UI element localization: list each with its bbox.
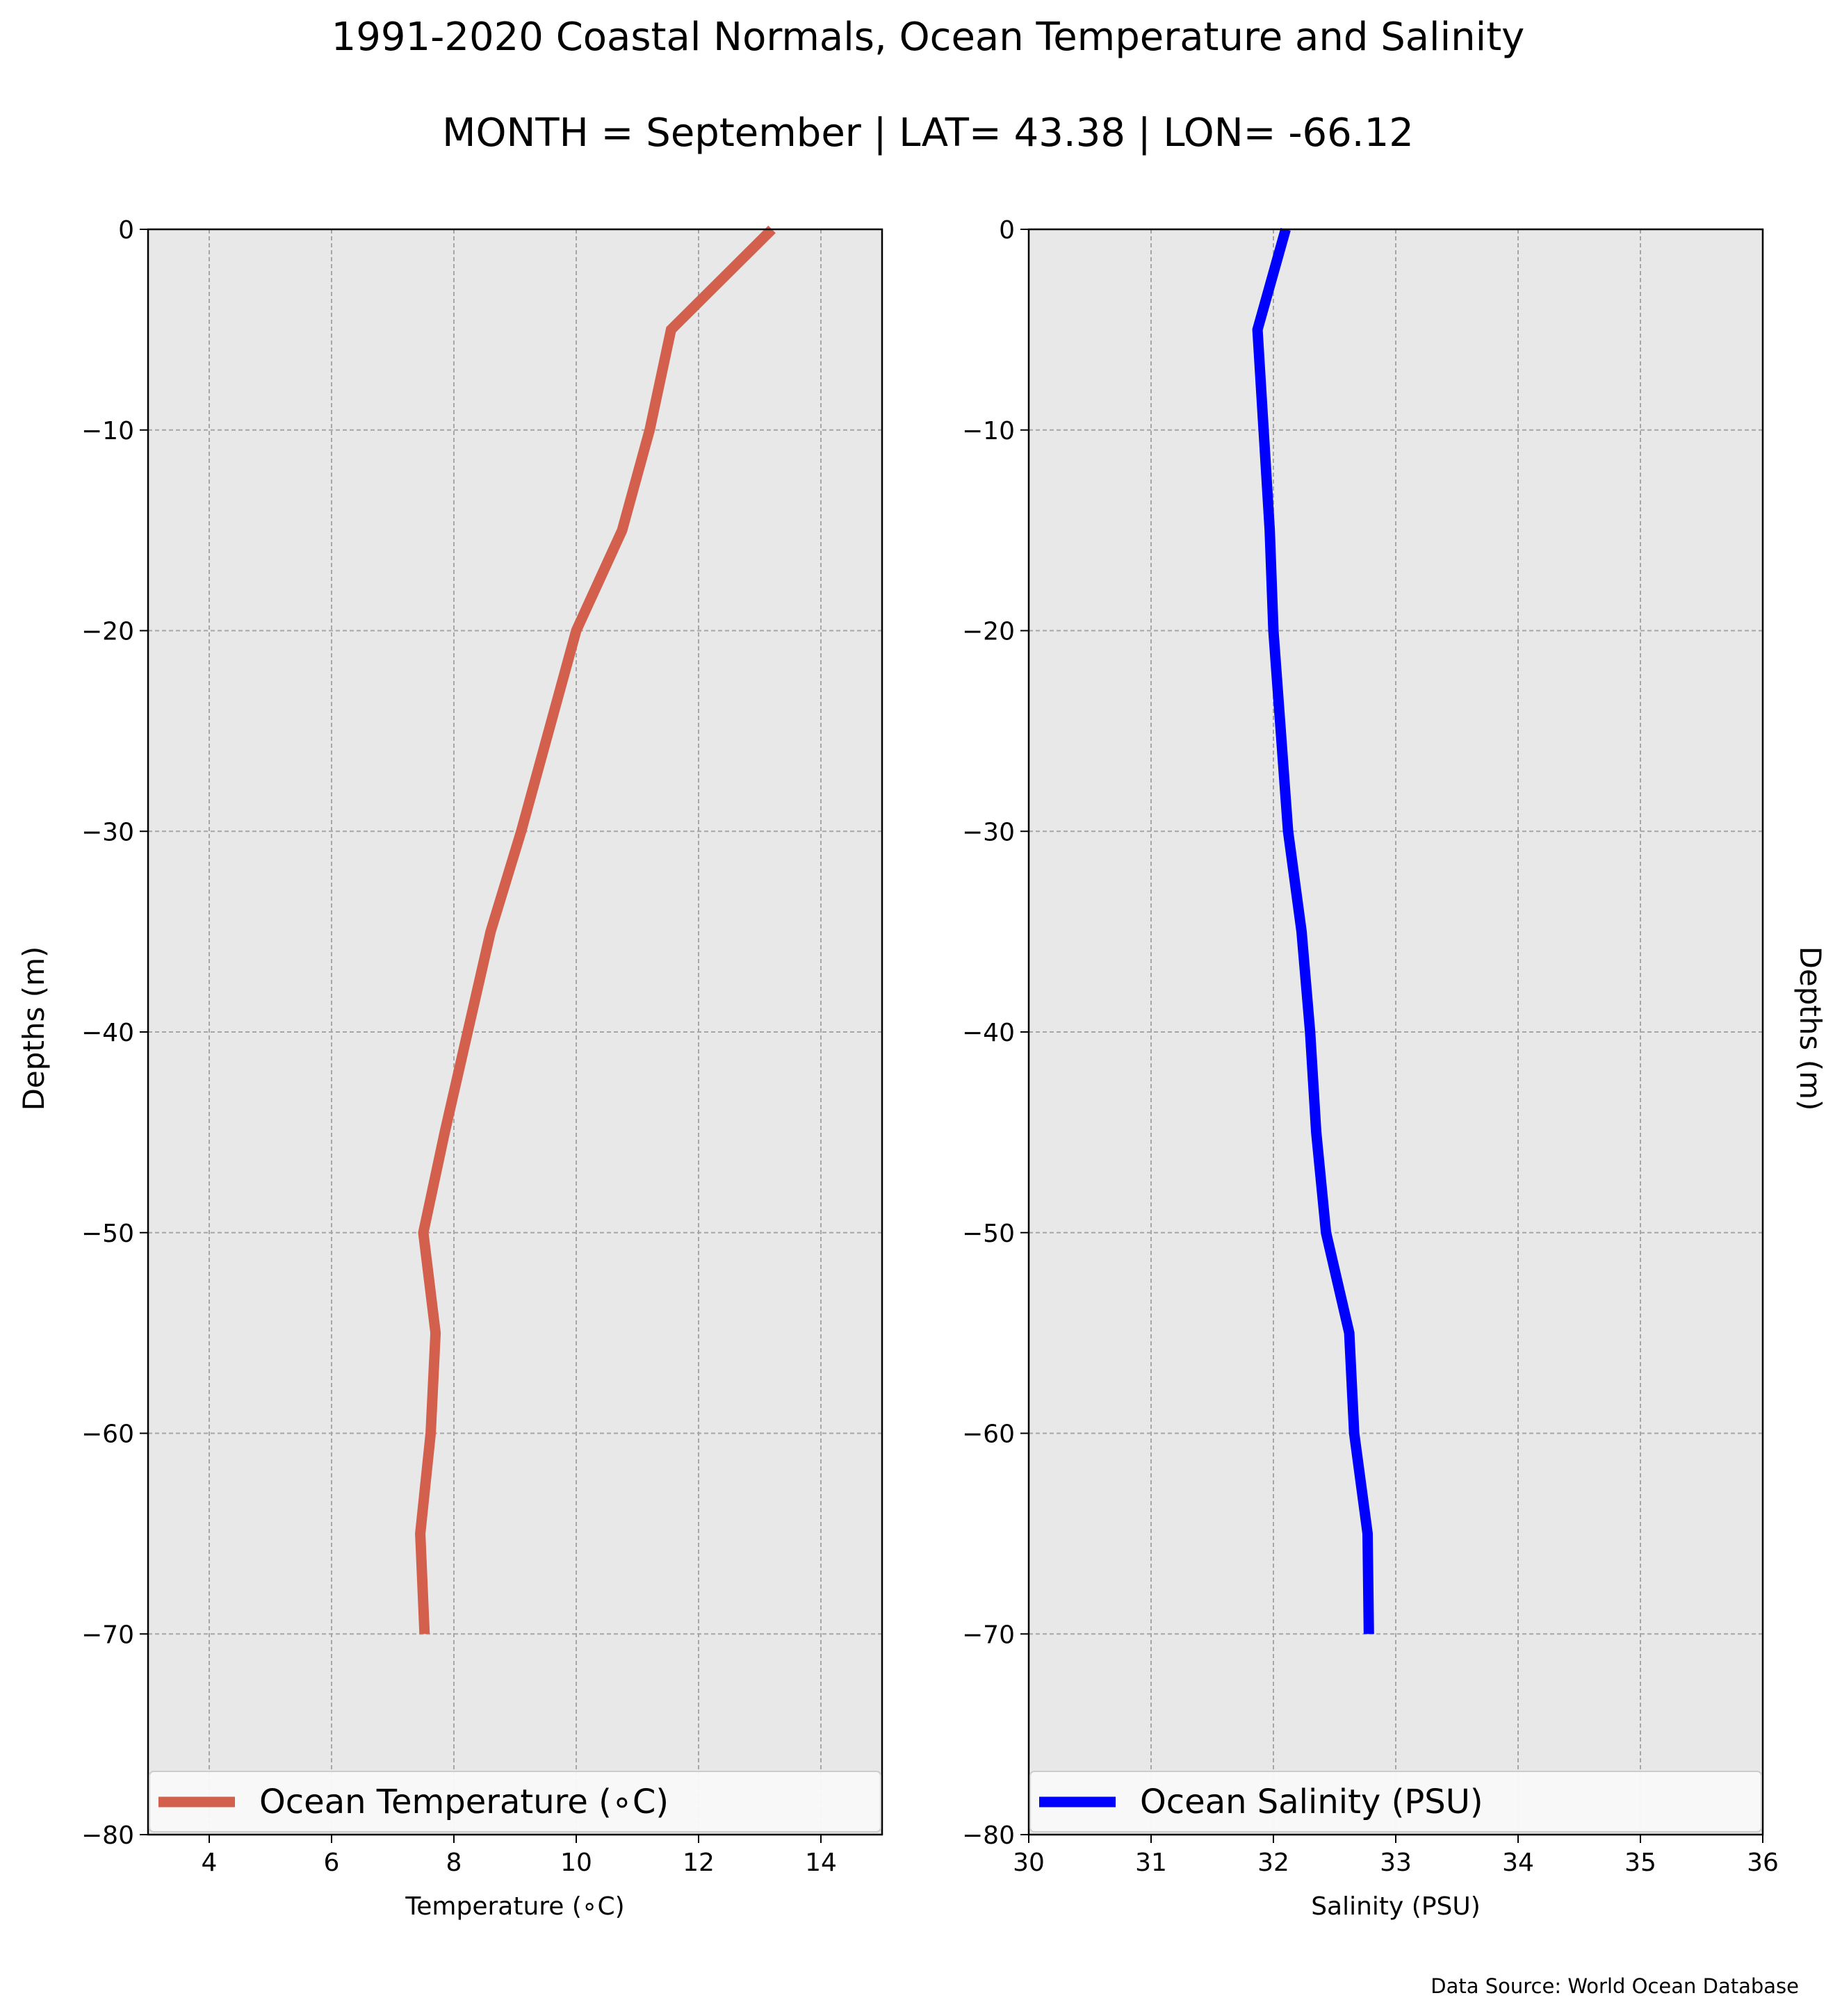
temperature-y-tick-label: −50 [81, 1220, 134, 1248]
salinity-y-tick-label: −10 [962, 417, 1015, 445]
temperature-y-tick-label: −70 [81, 1621, 134, 1649]
salinity-y-tick-label: −20 [962, 618, 1015, 646]
temperature-legend: Ocean Temperature (∘C) [149, 1771, 881, 1833]
chart-subtitle: MONTH = September | LAT= 43.38 | LON= -6… [442, 110, 1414, 156]
salinity-x-tick-label: 33 [1380, 1849, 1412, 1877]
temperature-x-tick-label: 4 [202, 1849, 218, 1877]
salinity-legend: Ocean Salinity (PSU) [1029, 1771, 1762, 1833]
temperature-xlabel: Temperature (∘C) [405, 1892, 624, 1921]
temperature-y-tick-label: −40 [81, 1019, 134, 1047]
temperature-x-tick-label: 10 [560, 1849, 592, 1877]
salinity-x-tick-label: 31 [1135, 1849, 1167, 1877]
salinity-x-tick-label: 34 [1502, 1849, 1534, 1877]
temperature-legend-box [149, 1771, 881, 1833]
data-source-note: Data Source: World Ocean Database [1431, 1974, 1799, 1998]
salinity-y-tick-label: −30 [962, 818, 1015, 846]
temperature-y-tick-label: −60 [81, 1420, 134, 1449]
salinity-ylabel: Depths (m) [1793, 946, 1827, 1111]
temperature-x-tick-label: 6 [324, 1849, 340, 1877]
salinity-y-tick-label: 0 [999, 216, 1015, 245]
temperature-y-tick-label: −30 [81, 818, 134, 846]
temperature-y-tick-label: −10 [81, 417, 134, 445]
salinity-y-tick-label: −60 [962, 1420, 1015, 1449]
salinity-x-tick-label: 32 [1257, 1849, 1289, 1877]
temperature-ylabel: Depths (m) [17, 946, 51, 1111]
temperature-y-tick-label: 0 [118, 216, 134, 245]
temperature-x-tick-label: 12 [683, 1849, 715, 1877]
salinity-y-tick-label: −40 [962, 1019, 1015, 1047]
temperature-plot-area [148, 229, 882, 1835]
temperature-y-tick-label: −80 [81, 1821, 134, 1850]
salinity-y-tick-label: −80 [962, 1821, 1015, 1850]
salinity-series-line [1252, 227, 1374, 1634]
salinity-x-tick-label: 30 [1013, 1849, 1045, 1877]
chart-title: 1991-2020 Coastal Normals, Ocean Tempera… [332, 15, 1525, 60]
salinity-legend-box [1029, 1771, 1762, 1833]
temperature-x-tick-label: 8 [446, 1849, 462, 1877]
temperature-y-tick-label: −20 [81, 618, 134, 646]
salinity-x-tick-label: 35 [1624, 1849, 1656, 1877]
salinity-y-tick-label: −70 [962, 1621, 1015, 1649]
salinity-panel: 30 31 32 33 34 35 36 0 −10 −20 −30 −40 −50 −60 −70 −80 S… [962, 216, 1779, 1921]
temperature-legend-label: Ocean Temperature (∘C) [259, 1783, 669, 1821]
temperature-series-line [415, 225, 776, 1634]
temperature-x-tick-label: 14 [805, 1849, 837, 1877]
salinity-x-tick-label: 36 [1747, 1849, 1779, 1877]
salinity-y-tick-label: −50 [962, 1220, 1015, 1248]
salinity-legend-label: Ocean Salinity (PSU) [1140, 1783, 1483, 1821]
salinity-xlabel: Salinity (PSU) [1311, 1892, 1481, 1921]
temperature-panel: 4 6 8 10 12 14 0 −10 −20 −30 −40 −50 −60 −70 −80 Temper… [81, 216, 883, 1921]
